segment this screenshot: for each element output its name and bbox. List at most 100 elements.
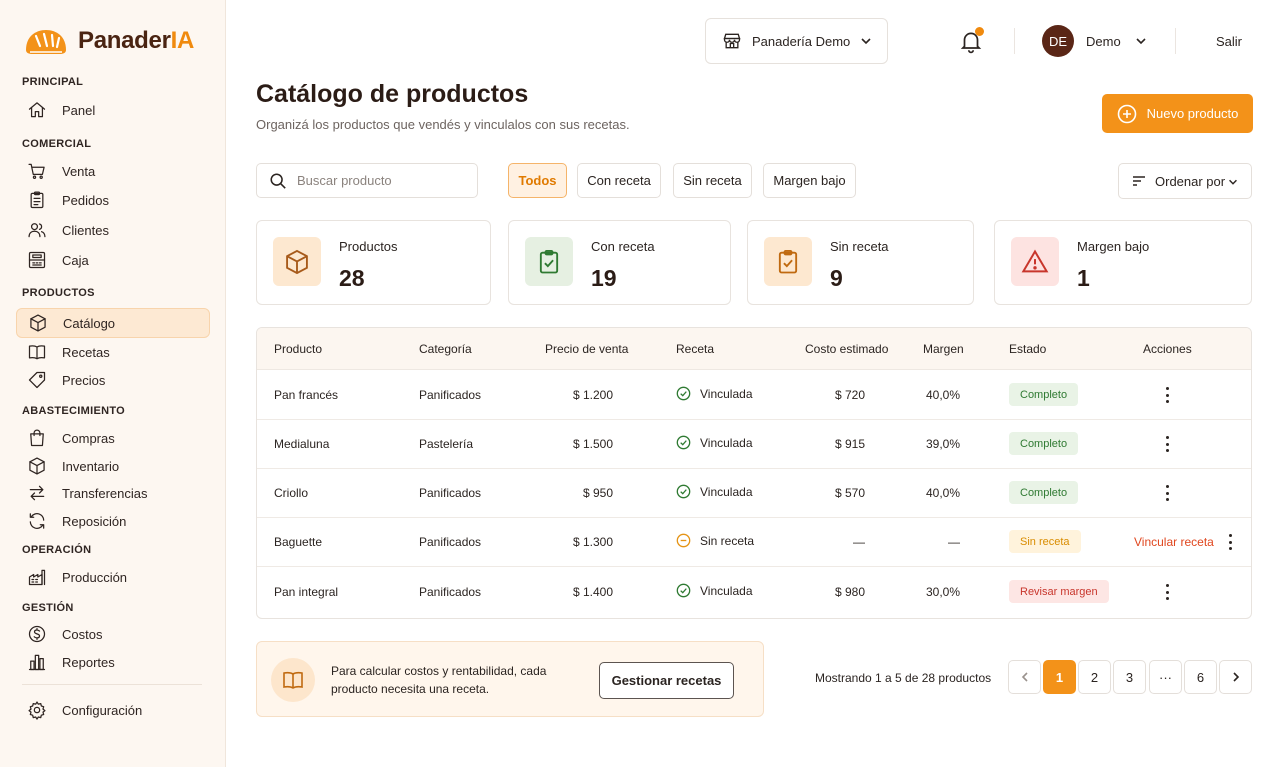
- prev-page-button[interactable]: [1008, 660, 1041, 694]
- status-badge: Revisar margen: [1009, 580, 1109, 603]
- cell-margin: 30,0%: [925, 585, 960, 599]
- next-page-button[interactable]: [1219, 660, 1252, 694]
- page-button[interactable]: 2: [1078, 660, 1111, 694]
- table-row[interactable]: Criollo Panificados $ 950 Vinculada $ 570 40,…: [257, 468, 1251, 518]
- sidebar-item-label: Precios: [62, 372, 106, 388]
- sort-dropdown[interactable]: Ordenar por: [1118, 163, 1252, 199]
- sidebar-item-reposicion[interactable]: Reposición: [16, 506, 210, 536]
- page-button[interactable]: 3: [1113, 660, 1146, 694]
- more-options-icon[interactable]: [1162, 385, 1172, 405]
- sidebar-item-venta[interactable]: Venta: [16, 156, 210, 186]
- page-button[interactable]: 6: [1184, 660, 1217, 694]
- book-icon: [28, 345, 46, 360]
- home-icon: [26, 99, 48, 121]
- sidebar-item-produccion[interactable]: Producción: [16, 562, 210, 592]
- sidebar-item-label: Inventario: [62, 458, 120, 474]
- cell-price: $ 1.500: [572, 437, 613, 451]
- column-header[interactable]: Precio de venta: [545, 342, 629, 356]
- store-selector[interactable]: Panadería Demo: [705, 18, 888, 64]
- cell-margin: 40,0%: [925, 486, 960, 500]
- sidebar-item-recetas[interactable]: Recetas: [16, 337, 210, 367]
- cell-recipe: Vinculada: [676, 386, 753, 401]
- topbar-divider: [1175, 28, 1176, 54]
- search-box[interactable]: [256, 163, 478, 198]
- sidebar-item-label: Reposición: [62, 513, 127, 529]
- manage-recipes-button[interactable]: Gestionar recetas: [599, 662, 734, 699]
- sort-label: Ordenar por: [1155, 173, 1226, 189]
- stat-card-without-recipe: Sin receta 9: [747, 220, 974, 305]
- new-product-button[interactable]: Nuevo producto: [1102, 94, 1253, 133]
- box-icon: [286, 249, 308, 274]
- chevron-right-icon: [1232, 672, 1239, 682]
- cell-cost: $ 720: [834, 388, 865, 402]
- more-options-icon[interactable]: [1162, 483, 1172, 503]
- clipboard-icon: [30, 191, 44, 209]
- bell-icon[interactable]: [958, 28, 984, 54]
- table-row[interactable]: Baguette Panificados $ 1.300 Sin receta — — Si…: [257, 517, 1251, 567]
- store-icon: [723, 33, 741, 49]
- filter-chip[interactable]: Margen bajo: [763, 163, 856, 198]
- cell-product: Criollo: [274, 486, 309, 500]
- more-options-icon[interactable]: [1162, 434, 1172, 454]
- search-input[interactable]: [297, 173, 467, 188]
- sidebar-item-catalogo[interactable]: Catálogo: [16, 308, 210, 338]
- cell-cost: $ 980: [834, 585, 865, 599]
- clipboard-icon: [26, 189, 48, 211]
- link-recipe-link[interactable]: Vincular receta: [1134, 535, 1214, 549]
- chevron-down-icon[interactable]: [1134, 34, 1148, 48]
- page-button[interactable]: 1: [1043, 660, 1076, 694]
- sidebar-section-title: COMERCIAL: [22, 138, 92, 150]
- sidebar-item-caja[interactable]: Caja: [16, 245, 210, 275]
- column-header[interactable]: Costo estimado: [805, 342, 889, 356]
- sidebar-item-panel[interactable]: Panel: [16, 95, 210, 125]
- brand-logo[interactable]: PanaderIA: [22, 26, 194, 56]
- avatar[interactable]: DE: [1042, 25, 1074, 57]
- cube-icon: [26, 455, 48, 477]
- column-header[interactable]: Estado: [1009, 342, 1047, 356]
- products-table: Producto Categoría Precio de venta Recet…: [256, 327, 1252, 619]
- sidebar-item-label: Catálogo: [63, 315, 116, 331]
- filter-chip[interactable]: Sin receta: [673, 163, 752, 198]
- stat-icon-box: [1011, 237, 1059, 286]
- table-row[interactable]: Medialuna Pastelería $ 1.500 Vinculada $ 915…: [257, 419, 1251, 469]
- sidebar-item-transferencias[interactable]: Transferencias: [16, 478, 210, 508]
- column-header[interactable]: Producto: [274, 342, 323, 356]
- logout-link[interactable]: Salir: [1216, 34, 1243, 49]
- sidebar-item-label: Recetas: [62, 344, 110, 360]
- bar-chart-icon: [26, 651, 48, 673]
- cell-cost: $ 570: [834, 486, 865, 500]
- sidebar-item-inventario[interactable]: Inventario: [16, 451, 210, 481]
- more-options-icon[interactable]: [1225, 532, 1235, 552]
- stat-icon-box: [525, 237, 573, 286]
- cell-cost: $ 915: [834, 437, 865, 451]
- page-button[interactable]: ···: [1149, 660, 1182, 694]
- sidebar-section-title: ABASTECIMIENTO: [22, 405, 126, 417]
- stat-label: Margen bajo: [1077, 239, 1150, 254]
- filter-chip[interactable]: Todos: [508, 163, 567, 198]
- sidebar-section-title: PRODUCTOS: [22, 287, 95, 299]
- sidebar-item-clientes[interactable]: Clientes: [16, 215, 210, 245]
- more-options-icon[interactable]: [1162, 582, 1172, 602]
- sidebar-item-costos[interactable]: Costos: [16, 619, 210, 649]
- cart-icon: [26, 160, 48, 182]
- sidebar-section-title: OPERACIÓN: [22, 544, 92, 556]
- column-header[interactable]: Receta: [676, 342, 715, 356]
- sidebar-item-compras[interactable]: Compras: [16, 423, 210, 453]
- column-header[interactable]: Margen: [923, 342, 964, 356]
- cell-margin: 39,0%: [925, 437, 960, 451]
- sidebar-item-pedidos[interactable]: Pedidos: [16, 185, 210, 215]
- sidebar-item-label: Caja: [62, 252, 89, 268]
- recipe-status-text: Vinculada: [700, 583, 753, 598]
- dollar-icon: [28, 625, 46, 643]
- chevron-down-icon: [861, 38, 871, 45]
- info-text: Para calcular costos y rentabilidad, cad…: [331, 664, 547, 696]
- user-name[interactable]: Demo: [1086, 34, 1121, 49]
- sidebar-item-precios[interactable]: Precios: [16, 365, 210, 395]
- table-header: Producto Categoría Precio de venta Recet…: [257, 328, 1251, 370]
- filter-chip[interactable]: Con receta: [577, 163, 661, 198]
- sidebar-item-reportes[interactable]: Reportes: [16, 647, 210, 677]
- column-header[interactable]: Categoría: [419, 342, 472, 356]
- table-row[interactable]: Pan integral Panificados $ 1.400 Vinculada $…: [257, 567, 1251, 617]
- sidebar-item-configuracion[interactable]: Configuración: [16, 695, 210, 725]
- table-row[interactable]: Pan francés Panificados $ 1.200 Vinculada $ …: [257, 370, 1251, 420]
